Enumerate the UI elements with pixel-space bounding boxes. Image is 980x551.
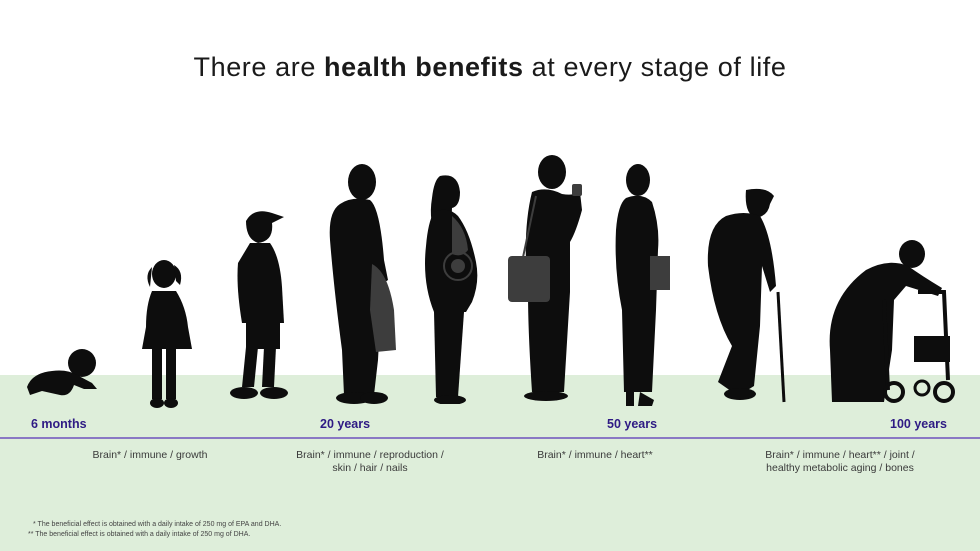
benefit-middle-age: Brain* / immune / heart**: [520, 449, 670, 462]
toddler-silhouette: [138, 257, 194, 409]
footnotes: * The beneficial effect is obtained with…: [28, 520, 281, 540]
benefit-elderly: Brain* / immune / heart** / joint / heal…: [740, 449, 940, 475]
benefit-adult: Brain* / immune / reproduction / skin / …: [275, 449, 465, 475]
businesswoman-silhouette: [612, 160, 672, 408]
age-label-6-months: 6 months: [31, 417, 87, 431]
page-title: There are health benefits at every stage…: [0, 52, 980, 83]
age-label-50-years: 50 years: [607, 417, 658, 431]
benefit-line: healthy metabolic aging / bones: [766, 462, 914, 474]
title-emphasis: health benefits: [324, 52, 524, 82]
benefit-line: Brain* / immune / reproduction /: [296, 449, 444, 461]
benefit-infant: Brain* / immune / growth: [75, 449, 225, 462]
title-text-end: at every stage of life: [523, 52, 787, 82]
elderly-walker-silhouette: [826, 240, 966, 406]
footnote-epa-dha: * The beneficial effect is obtained with…: [33, 521, 282, 528]
elderly-cane-silhouette: [704, 186, 786, 404]
benefit-line: Brain* / immune / growth: [92, 449, 208, 461]
benefit-line: Brain* / immune / heart**: [537, 449, 653, 461]
pregnant-woman-silhouette: [422, 172, 482, 404]
footnote-dha: ** The beneficial effect is obtained wit…: [28, 531, 251, 538]
title-text-start: There are: [193, 52, 325, 82]
age-label-100-years: 100 years: [890, 417, 948, 431]
businessman-silhouette: [506, 152, 586, 402]
benefit-line: Brain* / immune / heart** / joint /: [765, 449, 915, 461]
young-man-silhouette: [324, 160, 396, 405]
timeline-line: [0, 437, 980, 439]
child-silhouette: [228, 207, 293, 403]
baby-silhouette: [22, 345, 102, 400]
age-label-20-years: 20 years: [320, 417, 371, 431]
benefit-line: skin / hair / nails: [332, 462, 408, 474]
